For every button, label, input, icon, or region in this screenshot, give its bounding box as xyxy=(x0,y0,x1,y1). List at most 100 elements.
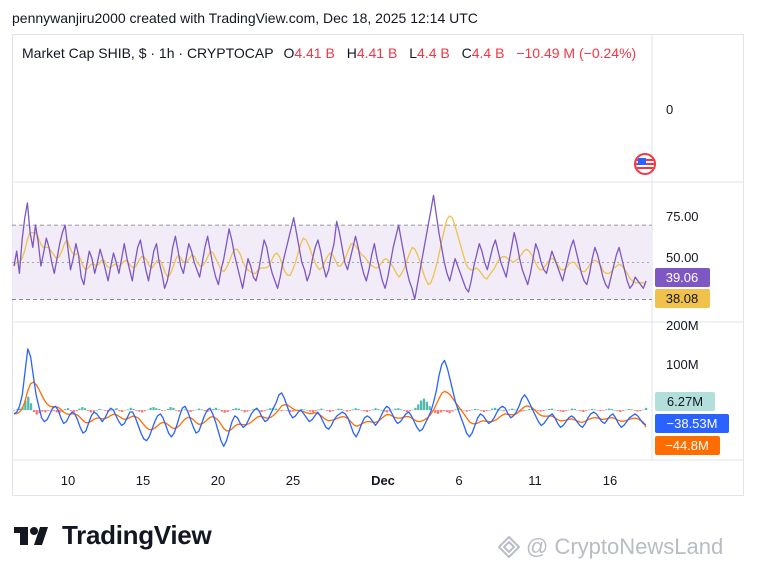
macd-histogram-bar xyxy=(630,409,633,411)
macd-signal-line xyxy=(13,381,647,432)
legend-high-value: 4.41 B xyxy=(356,45,398,61)
macd-histogram-bar xyxy=(420,400,423,411)
macd-histogram-bar xyxy=(178,410,181,412)
macd-histogram-bar xyxy=(553,409,557,411)
macd-histogram-bar xyxy=(599,410,602,412)
macd-histogram-bar xyxy=(200,409,204,411)
macd-histogram-bar xyxy=(306,410,309,411)
macd-histogram-bar xyxy=(454,409,457,411)
rsi-ma-value-badge xyxy=(655,289,710,308)
macd-histogram-bar xyxy=(496,409,500,411)
macd-histogram-bar xyxy=(163,410,166,411)
macd-histogram-bar xyxy=(72,410,75,413)
x-tick-label: 16 xyxy=(603,473,617,488)
price-tick-label: 0 xyxy=(666,102,673,117)
macd-histogram-bar xyxy=(320,408,323,411)
macd-histogram-bar xyxy=(158,409,161,411)
us-flag-icon[interactable] xyxy=(634,153,656,175)
macd-histogram-bar xyxy=(249,410,252,411)
macd-line xyxy=(13,348,647,448)
x-tick-label: 11 xyxy=(528,473,542,488)
macd-histogram-bar xyxy=(391,409,394,411)
macd-histogram-bar xyxy=(146,409,149,411)
macd-histogram-bar xyxy=(374,408,377,411)
macd-histogram-bar xyxy=(183,409,186,411)
legend-title: Market Cap SHIB, $ · 1h · CRYPTOCAP xyxy=(22,45,274,61)
macd-histogram-bar xyxy=(64,409,67,411)
macd-histogram-bar xyxy=(189,410,192,412)
macd-tick-100m: 100M xyxy=(666,357,699,372)
macd-histogram-bar xyxy=(55,410,58,413)
cryptonewsland-logo-icon xyxy=(498,536,520,558)
macd-histogram-bar xyxy=(232,409,235,411)
macd-histogram-bar xyxy=(394,408,397,411)
macd-histogram-bar xyxy=(622,410,625,411)
macd-histogram-bar xyxy=(351,409,354,411)
macd-histogram-bar xyxy=(104,410,107,411)
macd-histogram-bar xyxy=(573,409,576,411)
x-tick-label: Dec xyxy=(371,473,395,488)
macd-histogram-bar xyxy=(212,409,215,411)
macd-histogram-bar xyxy=(414,407,417,411)
legend-low-label: L xyxy=(409,45,418,61)
macd-histogram-bar xyxy=(89,410,92,413)
x-tick-label: 15 xyxy=(136,473,150,488)
macd-histogram-bar xyxy=(123,410,127,411)
macd-histogram-bar xyxy=(266,409,269,411)
macd-histogram-bar xyxy=(286,410,289,411)
macd-histogram-bar xyxy=(545,409,548,411)
macd-histogram-bar xyxy=(642,409,645,411)
macd-histogram-bar xyxy=(24,400,27,411)
macd-histogram-bar xyxy=(508,409,511,411)
macd-histogram-bar xyxy=(115,408,118,411)
legend-high-label: H xyxy=(346,45,357,61)
macd-histogram-bar xyxy=(550,408,554,411)
macd-histogram-bar xyxy=(479,410,482,411)
macd-histogram-bar xyxy=(197,408,201,411)
rsi-tick-50: 50.00 xyxy=(666,250,699,265)
x-tick-label: 10 xyxy=(61,473,75,488)
macd-histogram-bar xyxy=(81,407,84,411)
macd-histogram-bar xyxy=(86,410,90,411)
tradingview-brand: TradingView xyxy=(14,520,212,551)
macd-histogram-bar xyxy=(220,410,223,412)
macd-histogram-bar xyxy=(27,396,30,411)
macd-histogram-bar xyxy=(229,410,232,411)
chart-credit: pennywanjiru2000 created with TradingVie… xyxy=(12,10,478,26)
macd-histogram-bar xyxy=(47,410,50,411)
symbol-legend[interactable]: Market Cap SHIB, $ · 1h · CRYPTOCAP O4.4… xyxy=(22,45,644,61)
tradingview-logo-icon xyxy=(14,526,48,545)
macd-histogram-bar xyxy=(397,408,400,411)
macd-histogram-bar xyxy=(44,410,47,413)
macd-histogram-bar xyxy=(513,409,517,411)
macd-histogram-bar xyxy=(380,410,383,411)
macd-histogram-bar xyxy=(408,410,411,412)
legend-close-label: C xyxy=(461,45,472,61)
macd-histogram-bar xyxy=(377,409,380,411)
x-tick-label: 25 xyxy=(286,473,300,488)
macd-histogram-bar xyxy=(143,410,147,412)
macd-histogram-bar xyxy=(448,410,451,414)
macd-histogram-bar xyxy=(328,410,332,412)
macd-histogram-bar xyxy=(568,409,571,411)
macd-histogram-bar xyxy=(528,409,531,411)
macd-histogram-bar xyxy=(237,408,241,411)
macd-histogram-bar xyxy=(234,408,238,411)
macd-histogram-bar xyxy=(439,410,443,413)
macd-histogram-bar xyxy=(516,410,520,411)
macd-histogram-bar xyxy=(368,410,371,411)
macd-histogram-bar xyxy=(385,410,389,413)
macd-histogram-bar xyxy=(633,410,636,411)
macd-histogram-bar xyxy=(323,409,326,411)
macd-histogram-bar xyxy=(428,406,431,411)
macd-histogram-bar xyxy=(206,410,209,412)
macd-histogram-bar xyxy=(172,407,175,411)
macd-histogram-bar xyxy=(482,410,485,412)
macd-histogram-bar xyxy=(593,409,596,411)
x-tick-label: 20 xyxy=(211,473,225,488)
macd-histogram-bar xyxy=(175,410,178,411)
macd-histogram-bar xyxy=(556,410,559,411)
macd-histogram-bar xyxy=(52,410,55,412)
macd-histogram-bar xyxy=(58,410,61,414)
